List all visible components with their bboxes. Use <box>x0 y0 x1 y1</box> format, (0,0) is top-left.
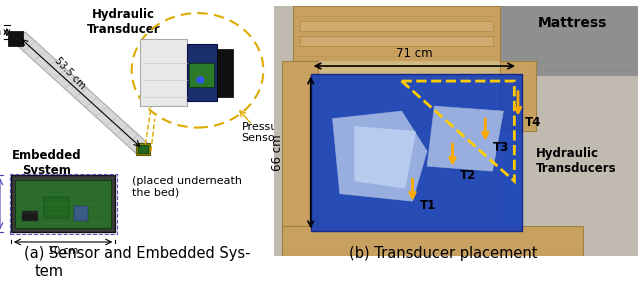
Text: 6 cm: 6 cm <box>0 27 1 37</box>
Text: Embedded
System: Embedded System <box>12 149 82 177</box>
Bar <box>189 63 214 87</box>
Bar <box>217 49 234 97</box>
Polygon shape <box>311 74 522 231</box>
Text: 10 cm: 10 cm <box>48 246 78 256</box>
Text: T2: T2 <box>460 169 476 182</box>
Bar <box>138 145 147 153</box>
Text: T3: T3 <box>493 141 508 154</box>
Bar <box>300 21 493 31</box>
Bar <box>11 175 115 232</box>
Text: tem: tem <box>35 264 64 279</box>
Text: 71 cm: 71 cm <box>396 47 433 60</box>
Bar <box>15 180 111 228</box>
Text: Mattress: Mattress <box>538 16 607 30</box>
Text: Pressure
Sensor: Pressure Sensor <box>241 122 289 143</box>
Polygon shape <box>500 61 536 131</box>
Text: (b) Transducer placement: (b) Transducer placement <box>349 246 538 261</box>
Bar <box>140 39 186 106</box>
Bar <box>44 197 68 218</box>
Bar <box>300 36 493 46</box>
Bar <box>136 143 149 155</box>
Polygon shape <box>427 106 503 171</box>
Polygon shape <box>13 32 149 154</box>
Bar <box>22 211 38 221</box>
Polygon shape <box>332 111 427 201</box>
Bar <box>10 174 117 234</box>
Text: Hydraulic
Transducers: Hydraulic Transducers <box>536 147 617 175</box>
Text: Hydraulic
Transducer: Hydraulic Transducer <box>87 8 160 36</box>
Text: (a) Sensor and Embedded Sys-: (a) Sensor and Embedded Sys- <box>24 246 251 261</box>
Polygon shape <box>318 61 500 226</box>
Polygon shape <box>281 61 318 256</box>
Bar <box>74 206 88 221</box>
Polygon shape <box>493 6 638 76</box>
Text: T4: T4 <box>525 116 542 129</box>
Text: (placed underneath
the bed): (placed underneath the bed) <box>131 176 242 198</box>
Polygon shape <box>281 226 583 256</box>
Text: 66 cm: 66 cm <box>272 134 285 171</box>
Text: 53.5 cm: 53.5 cm <box>53 55 87 91</box>
Text: T1: T1 <box>420 199 436 212</box>
Circle shape <box>196 76 204 83</box>
Polygon shape <box>354 126 416 189</box>
Bar <box>186 44 217 101</box>
Bar <box>8 31 24 46</box>
Polygon shape <box>292 6 500 61</box>
